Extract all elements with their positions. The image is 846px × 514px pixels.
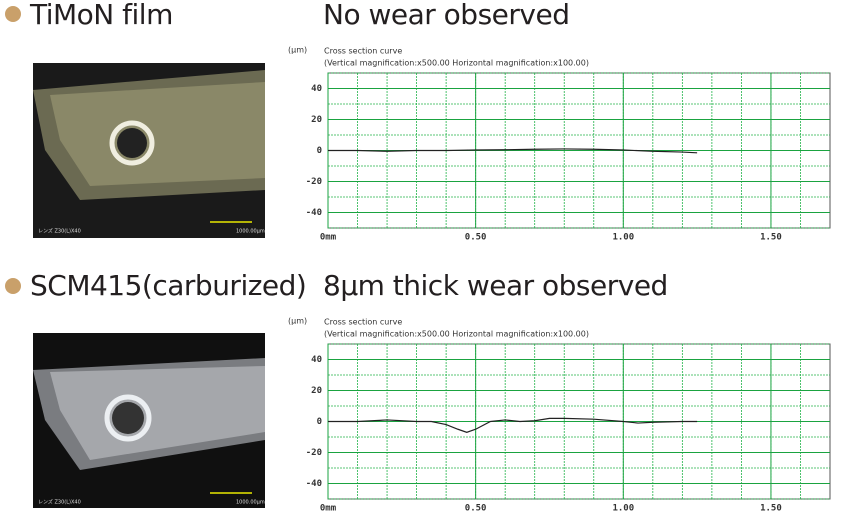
chart-title: Cross section curve: [324, 47, 402, 56]
y-unit: (μm): [288, 317, 307, 326]
y-tick-label: 40: [311, 355, 322, 365]
photo-lens: レンズ Z30(L)X40: [38, 228, 81, 235]
photo-lens: レンズ Z30(L)X40: [38, 499, 81, 506]
y-tick-label: -40: [306, 208, 322, 218]
x-tick-label: 0.50: [465, 233, 487, 243]
y-tick-label: 20: [311, 386, 322, 396]
x-tick-label: 1.50: [760, 504, 782, 514]
y-tick-label: 40: [311, 84, 322, 94]
y-tick-label: 0: [317, 417, 322, 427]
photo-scale: 1000.00μm: [236, 229, 265, 235]
result-label: 8μm thick wear observed: [323, 269, 668, 302]
profile-line: [328, 417, 698, 433]
chart-subtitle: (Vertical magnification:x500.00 Horizont…: [324, 330, 589, 339]
photo: [33, 63, 265, 238]
x-tick-label: 0mm: [320, 233, 337, 243]
y-unit: (μm): [288, 46, 307, 55]
x-tick-label: 1.50: [760, 233, 782, 243]
y-tick-label: 20: [311, 115, 322, 125]
y-tick-label: 0: [317, 146, 322, 156]
x-tick-label: 0mm: [320, 504, 337, 514]
y-tick-label: -40: [306, 479, 322, 489]
chart-title: Cross section curve: [324, 318, 402, 327]
chart-subtitle: (Vertical magnification:x500.00 Horizont…: [324, 59, 589, 68]
sample-label: TiMoN film: [29, 0, 173, 31]
photo: [33, 333, 265, 508]
x-tick-label: 1.00: [612, 504, 634, 514]
bullet: [5, 6, 21, 22]
result-label: No wear observed: [323, 0, 569, 31]
sample-label: SCM415(carburized): [30, 269, 306, 302]
y-tick-label: -20: [306, 448, 322, 458]
x-tick-label: 0.50: [465, 504, 487, 514]
profile-line: [328, 148, 698, 154]
bullet: [5, 278, 21, 294]
x-tick-label: 1.00: [612, 233, 634, 243]
y-tick-label: -20: [306, 177, 322, 187]
photo-scale: 1000.00μm: [236, 500, 265, 506]
